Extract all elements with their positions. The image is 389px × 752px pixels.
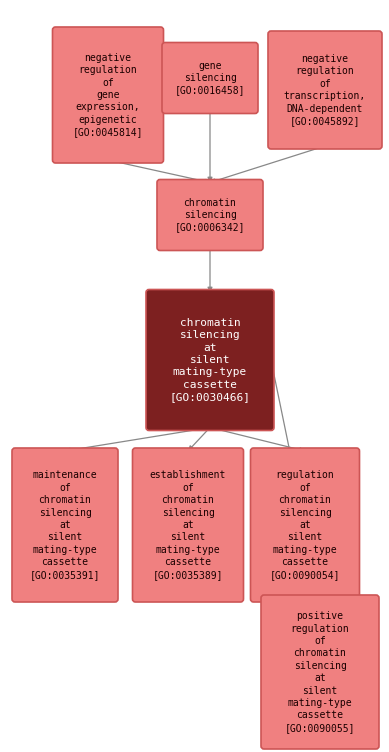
FancyBboxPatch shape [133,448,244,602]
FancyBboxPatch shape [53,27,163,163]
FancyBboxPatch shape [12,448,118,602]
Text: regulation
of
chromatin
silencing
at
silent
mating-type
cassette
[GO:0090054]: regulation of chromatin silencing at sil… [270,471,340,580]
Text: maintenance
of
chromatin
silencing
at
silent
mating-type
cassette
[GO:0035391]: maintenance of chromatin silencing at si… [30,471,100,580]
Text: establishment
of
chromatin
silencing
at
silent
mating-type
cassette
[GO:0035389]: establishment of chromatin silencing at … [150,471,226,580]
Text: chromatin
silencing
at
silent
mating-type
cassette
[GO:0030466]: chromatin silencing at silent mating-typ… [170,318,251,402]
FancyBboxPatch shape [268,31,382,149]
Text: gene
silencing
[GO:0016458]: gene silencing [GO:0016458] [175,61,245,96]
FancyBboxPatch shape [157,180,263,250]
FancyBboxPatch shape [261,595,379,749]
FancyBboxPatch shape [251,448,359,602]
Text: positive
regulation
of
chromatin
silencing
at
silent
mating-type
cassette
[GO:00: positive regulation of chromatin silenci… [285,611,355,732]
Text: negative
regulation
of
gene
expression,
epigenetic
[GO:0045814]: negative regulation of gene expression, … [73,53,143,137]
FancyBboxPatch shape [146,290,274,430]
Text: chromatin
silencing
[GO:0006342]: chromatin silencing [GO:0006342] [175,198,245,232]
Text: negative
regulation
of
transcription,
DNA-dependent
[GO:0045892]: negative regulation of transcription, DN… [284,54,366,126]
FancyBboxPatch shape [162,43,258,114]
